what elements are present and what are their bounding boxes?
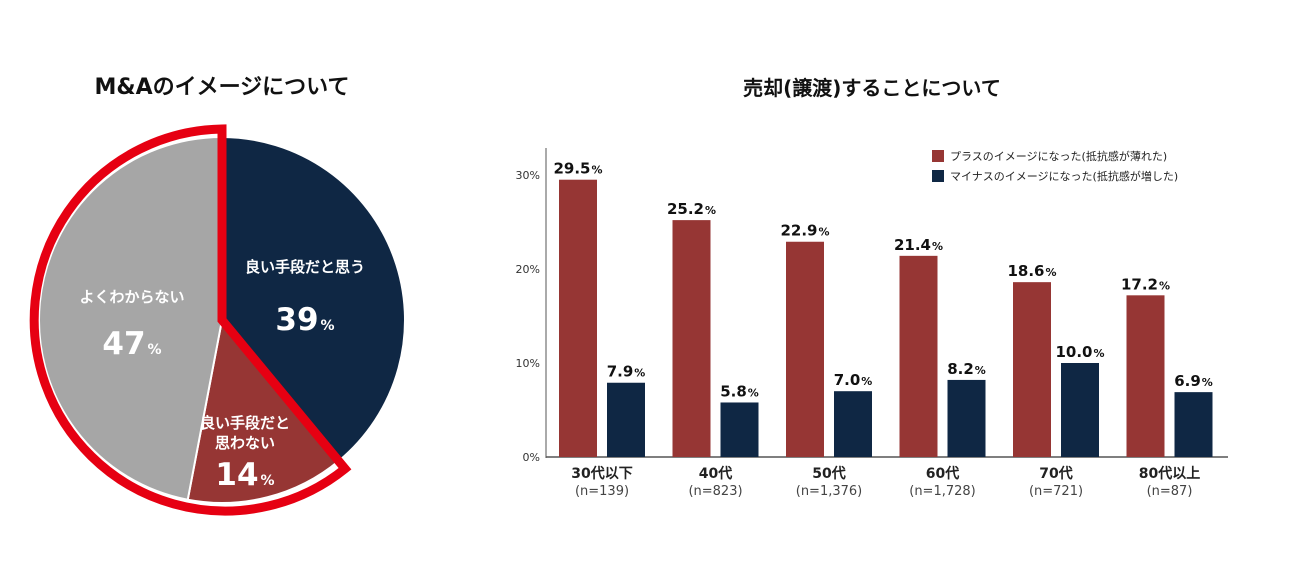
x-category-sample-size: (n=1,376): [796, 484, 863, 499]
legend: プラスのイメージになった(抵抗感が薄れた) マイナスのイメージになった(抵抗感が増…: [932, 149, 1178, 183]
pie-slice: [221, 135, 406, 463]
bar-value-label: 29.5%: [553, 160, 602, 178]
x-category-label: 50代: [812, 465, 845, 482]
bar-positive: [899, 255, 938, 457]
pie-slice: [186, 317, 341, 504]
pie-slice-value: 39%: [275, 302, 334, 338]
bar-negative: [720, 402, 759, 457]
bar-negative: [607, 382, 645, 457]
x-category-sample-size: (n=721): [1029, 484, 1083, 499]
pie-highlight-outline: [29, 124, 352, 516]
y-tick-label: 30%: [516, 169, 540, 182]
bar-value-label: 18.6%: [1007, 262, 1056, 280]
pie-slices: [38, 135, 406, 504]
bar-value-label: 7.0%: [834, 371, 873, 389]
bar-positive: [1126, 295, 1165, 457]
pie-slice-value: 14%: [215, 457, 274, 493]
x-category-sample-size: (n=823): [688, 484, 742, 499]
category-labels: 30代以下 (n=139) 40代 (n=823) 50代 (n=1,376) 60代 (n=…: [571, 465, 1200, 499]
x-category-sample-size: (n=87): [1147, 484, 1193, 499]
bar-negative: [1061, 363, 1099, 457]
pie-slice-label: 良い手段だと: [200, 414, 290, 432]
bar-value-label: 17.2%: [1121, 275, 1170, 293]
x-category-sample-size: (n=139): [575, 484, 629, 499]
bar-value-label: 8.2%: [947, 360, 986, 378]
bar-value-label: 22.9%: [780, 222, 829, 240]
pie-slice-label: 思わない: [215, 434, 275, 452]
legend-swatch: [932, 150, 944, 162]
pie-slice-label: よくわからない: [79, 288, 184, 306]
bar-positive: [1013, 282, 1051, 457]
y-tick-label: 0%: [523, 451, 540, 464]
y-axis-ticks: 0% 10% 20% 30%: [516, 169, 540, 464]
bar-value-label: 7.9%: [607, 363, 646, 381]
y-tick-label: 20%: [516, 263, 540, 276]
pie-slice-value: 47%: [102, 326, 161, 362]
bar-negative: [834, 391, 872, 457]
bar-chart: 売却(譲渡)することについて 0% 10% 20% 30% 29.5% 7.9% 25.2…: [516, 76, 1228, 499]
bar-value-label: 10.0%: [1055, 343, 1104, 361]
bar-value-label: 6.9%: [1174, 372, 1213, 390]
pie-slice-label: 良い手段だと思う: [245, 258, 365, 276]
bar-value-label: 21.4%: [894, 236, 943, 254]
bar-positive: [559, 179, 597, 457]
bar-chart-title: 売却(譲渡)することについて: [743, 76, 1001, 100]
x-category-label: 80代以上: [1139, 465, 1200, 482]
bar-value-label: 5.8%: [720, 382, 759, 400]
bar-value-labels: 29.5% 7.9% 25.2% 5.8% 22.9% 7.0% 21.4% 8.2% 18.6…: [553, 160, 1212, 401]
x-category-label: 30代以下: [571, 465, 632, 482]
legend-label: プラスのイメージになった(抵抗感が薄れた): [950, 149, 1167, 163]
bar-negative: [1174, 392, 1213, 457]
bar-value-label: 25.2%: [667, 200, 716, 218]
pie-slice: [38, 135, 223, 501]
legend-label: マイナスのイメージになった(抵抗感が増した): [950, 169, 1178, 183]
bars: [559, 179, 1213, 457]
x-category-label: 70代: [1039, 465, 1072, 482]
x-category-label: 60代: [926, 465, 959, 482]
bar-negative: [947, 379, 986, 457]
bar-positive: [786, 241, 824, 457]
x-category-label: 40代: [699, 465, 732, 482]
bar-positive: [672, 220, 711, 457]
pie-chart-title: M&Aのイメージについて: [94, 75, 349, 100]
y-tick-label: 10%: [516, 357, 540, 370]
x-category-sample-size: (n=1,728): [909, 484, 976, 499]
legend-swatch: [932, 170, 944, 182]
